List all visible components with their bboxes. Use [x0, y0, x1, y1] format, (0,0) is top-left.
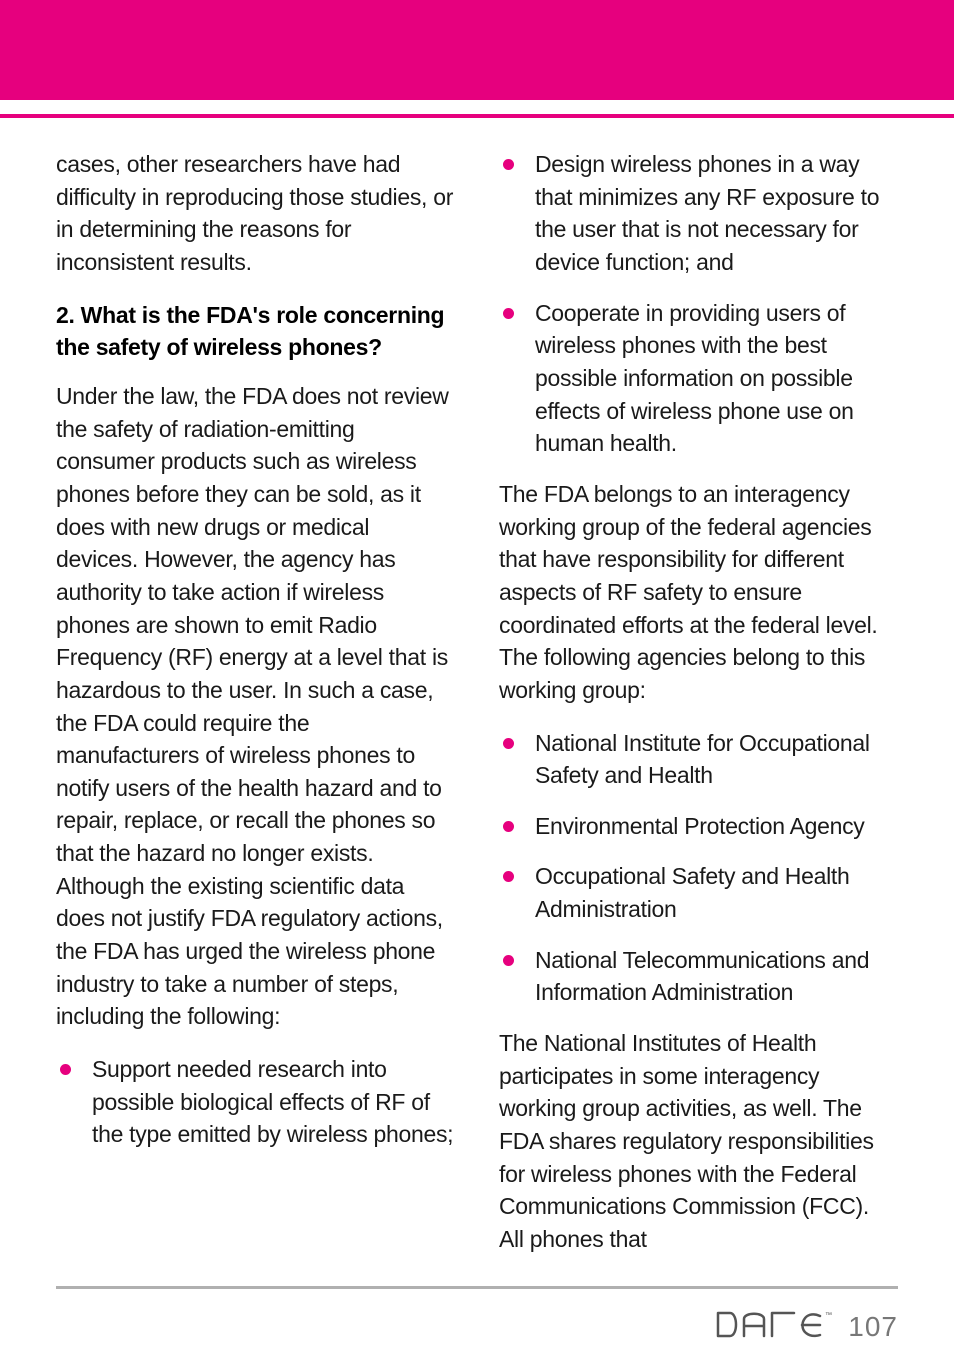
header-bar	[0, 0, 954, 100]
list-item: Occupational Safety and Health Administr…	[499, 860, 898, 925]
content-area: cases, other researchers have had diffic…	[0, 118, 954, 1276]
left-column: cases, other researchers have had diffic…	[56, 148, 455, 1256]
footer: ™ 107	[0, 1289, 954, 1371]
bullet-list: National Institute for Occupational Safe…	[499, 727, 898, 1010]
list-item: Support needed research into possible bi…	[56, 1053, 455, 1151]
list-item: National Telecommunications and Informat…	[499, 944, 898, 1009]
svg-text:™: ™	[825, 1312, 832, 1319]
body-paragraph: cases, other researchers have had diffic…	[56, 148, 455, 279]
right-column: Design wireless phones in a way that min…	[499, 148, 898, 1256]
bullet-list: Design wireless phones in a way that min…	[499, 148, 898, 460]
list-item: Design wireless phones in a way that min…	[499, 148, 898, 279]
list-item: Environmental Protection Agency	[499, 810, 898, 843]
body-paragraph: Under the law, the FDA does not review t…	[56, 380, 455, 1033]
dare-logo-icon: ™	[714, 1307, 834, 1347]
section-heading: 2. What is the FDA's role concerning the…	[56, 299, 455, 364]
list-item: Cooperate in providing users of wireless…	[499, 297, 898, 460]
body-paragraph: The National Institutes of Health partic…	[499, 1027, 898, 1256]
page-number: 107	[848, 1311, 898, 1343]
body-paragraph: The FDA belongs to an interagency workin…	[499, 478, 898, 707]
list-item: National Institute for Occupational Safe…	[499, 727, 898, 792]
bullet-list: Support needed research into possible bi…	[56, 1053, 455, 1151]
